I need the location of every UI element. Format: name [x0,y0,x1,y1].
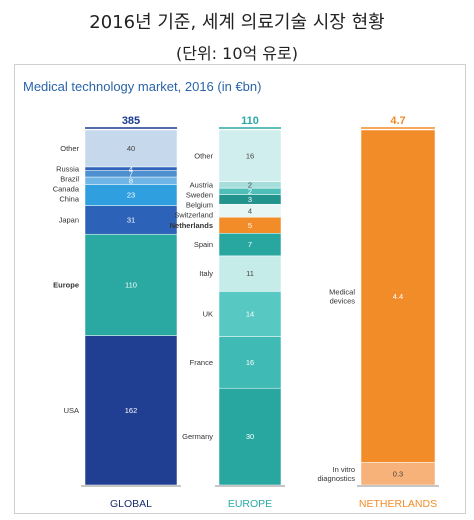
global-category-label: GLOBAL [110,498,152,510]
europe-bar-france-value: 16 [246,358,254,367]
unit-subtitle: (단위: 10억 유로) [175,44,298,63]
global-bar-other-value: 40 [127,144,135,153]
europe-bar-italy-value: 11 [246,269,254,278]
global-bar-europe-label: Europe [53,281,79,290]
netherlands-bar-medical-devices [360,129,436,463]
netherlands-bar-in-vitro-diagnostics-label-2: diagnostics [317,474,355,483]
europe-bar-belgium-value: 3 [248,195,252,204]
netherlands-total-label: 4.7 [390,115,405,127]
global-bar-canada-value: 8 [129,176,133,185]
global-bar-china-label: China [59,194,79,203]
europe-bar-italy-label: Italy [199,269,213,278]
europe-bar-austria-value: 2 [248,180,252,189]
europe-bar-uk-label: UK [203,310,213,319]
europe-bar-other [218,129,282,182]
europe-bar-belgium-label: Belgium [186,200,213,209]
europe-bar-netherlands-value: 5 [248,221,252,230]
global-bar-europe-value: 110 [125,281,137,290]
global-bar-usa [84,335,178,486]
global-bar-other-label: Other [60,144,79,153]
europe-bar-france [218,336,282,389]
global-bar-china-value: 23 [127,191,135,200]
europe-bar-france-label: France [190,358,213,367]
europe-bar-netherlands-label: Netherlands [170,221,213,230]
europe-bar-austria-label: Austria [190,180,214,189]
europe-bar-other-label: Other [194,151,213,160]
global-bar-other [84,129,178,168]
europe-bar-sweden-label: Sweden [186,190,213,199]
netherlands-bar-in-vitro-diagnostics-label-1: In vitro [332,465,355,474]
page-title: 2016년 기준, 세계 의료기술 시장 현황 [89,12,385,33]
global-bar-brazil-label: Brazil [60,174,79,183]
europe-bar-uk [218,291,282,337]
europe-bar-spain-label: Spain [194,240,213,249]
global-bar-brazil-value: 7 [129,169,133,178]
global-bar-japan-value: 31 [127,216,135,225]
europe-bar-switzerland-value: 4 [248,206,252,215]
global-bar-europe [84,233,178,336]
global-bar-russia-value: 4 [129,164,133,173]
netherlands-bar-in-vitro-diagnostics-value: 0.3 [393,469,403,478]
europe-bar-switzerland-label: Switzerland [174,210,213,219]
global-bar-japan-label: Japan [59,216,79,225]
netherlands-bar-medical-devices-label-1: Medical [329,287,355,296]
global-bar-usa-label: USA [64,406,79,415]
global-bar-canada-label: Canada [53,184,80,193]
europe-bar-spain-value: 7 [248,240,252,249]
europe-bar-uk-value: 14 [246,310,254,319]
europe-bar-germany [218,387,282,486]
global-bar-russia-label: Russia [56,164,80,173]
europe-bar-germany-value: 30 [246,432,254,441]
netherlands-category-label: NETHERLANDS [359,498,437,510]
netherlands-bar-medical-devices-value: 4.4 [393,292,403,301]
europe-category-label: EUROPE [228,498,272,510]
europe-bar-other-value: 16 [246,151,254,160]
netherlands-bar-medical-devices-label-2: devices [330,296,356,305]
europe-total-label: 110 [241,115,259,127]
chart-panel: Medical technology market, 2016 (in €bn)… [14,64,466,514]
europe-bar-sweden-value: 2 [248,187,252,196]
europe-bar-italy [218,255,282,292]
chart-title: Medical technology market, 2016 (in €bn) [23,79,261,94]
global-bar-usa-value: 162 [125,406,138,415]
global-total-label: 385 [122,115,140,127]
europe-bar-germany-label: Germany [182,432,213,441]
stacked-bar-chart: Medical technology market, 2016 (in €bn)… [23,79,439,510]
